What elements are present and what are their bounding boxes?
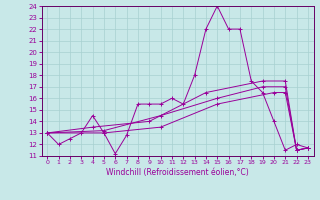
X-axis label: Windchill (Refroidissement éolien,°C): Windchill (Refroidissement éolien,°C) [106,168,249,177]
